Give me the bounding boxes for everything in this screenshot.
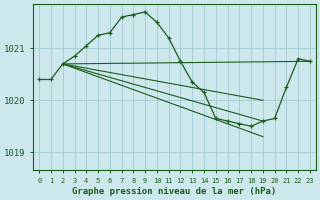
X-axis label: Graphe pression niveau de la mer (hPa): Graphe pression niveau de la mer (hPa) (72, 187, 277, 196)
